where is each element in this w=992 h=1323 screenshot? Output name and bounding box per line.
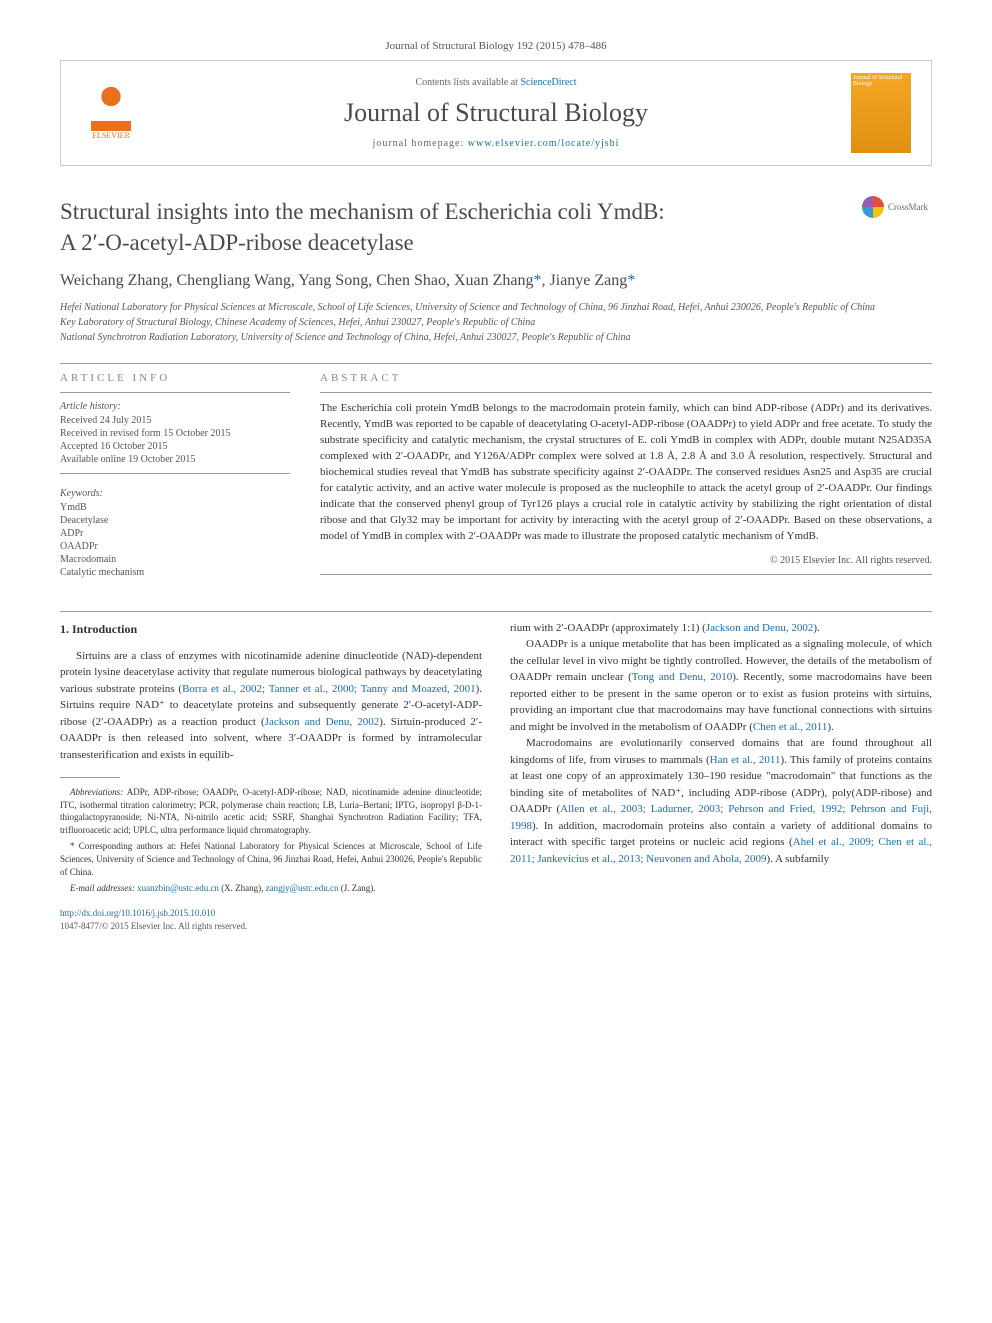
divider [60, 473, 290, 474]
divider [320, 392, 932, 393]
citation-link[interactable]: Jackson and Denu, 2002 [265, 716, 380, 728]
keyword: OAADPr [60, 541, 290, 552]
affiliation-item: National Synchrotron Radiation Laborator… [60, 330, 932, 345]
body-columns: 1. Introduction Sirtuins are a class of … [60, 620, 932, 934]
history-item: Accepted 16 October 2015 [60, 441, 290, 452]
right-column: rium with 2′-OAADPr (approximately 1:1) … [510, 620, 932, 934]
elsevier-logo[interactable]: ELSEVIER [81, 78, 141, 148]
abstract-copyright: © 2015 Elsevier Inc. All rights reserved… [320, 555, 932, 566]
citation-link[interactable]: Chen et al., 2011 [753, 721, 827, 733]
title-line-2: A 2′-O-acetyl-ADP-ribose deacetylase [60, 230, 414, 255]
article-info-column: ARTICLE INFO Article history: Received 2… [60, 372, 290, 582]
authors-sep: , Jianye Zang [542, 272, 628, 289]
corresponding-mark-1: * [534, 272, 542, 289]
email-link[interactable]: zangjy@ustc.edu.cn [266, 883, 339, 893]
journal-reference: Journal of Structural Biology 192 (2015)… [60, 40, 932, 52]
affiliations: Hefei National Laboratory for Physical S… [60, 300, 932, 345]
keyword: ADPr [60, 528, 290, 539]
footnote-separator [60, 777, 120, 778]
divider [60, 392, 290, 393]
journal-header: ELSEVIER Contents lists available at Sci… [60, 60, 932, 166]
sciencedirect-link[interactable]: ScienceDirect [520, 77, 576, 88]
authors-names: Weichang Zhang, Chengliang Wang, Yang So… [60, 272, 534, 289]
divider [320, 574, 932, 575]
history-item: Available online 19 October 2015 [60, 454, 290, 465]
footnote-email: E-mail addresses: xuanzbin@ustc.edu.cn (… [60, 882, 482, 895]
history-item: Received 24 July 2015 [60, 415, 290, 426]
homepage-prefix: journal homepage: [373, 138, 468, 149]
journal-cover-thumbnail: Journal of Structural Biology [851, 73, 911, 153]
doi-link[interactable]: http://dx.doi.org/10.1016/j.jsb.2015.10.… [60, 908, 215, 918]
corresponding-mark-2: * [627, 272, 635, 289]
keyword: YmdB [60, 502, 290, 513]
citation-link[interactable]: Tong and Denu, 2010 [632, 671, 733, 683]
crossmark-label: CrossMark [888, 202, 928, 212]
citation-link[interactable]: Jackson and Denu, 2002 [706, 622, 814, 634]
text-run: ). [827, 721, 833, 733]
title-line-1: Structural insights into the mechanism o… [60, 199, 665, 224]
paragraph: Macrodomains are evolutionarily conserve… [510, 735, 932, 867]
doi-block: http://dx.doi.org/10.1016/j.jsb.2015.10.… [60, 907, 482, 934]
divider [60, 611, 932, 612]
footnote-corresponding: * Corresponding authors at: Hefei Nation… [60, 840, 482, 878]
keywords-label: Keywords: [60, 488, 290, 499]
footnote-abbreviations: Abbreviations: ADPr, ADP-ribose; OAADPr,… [60, 786, 482, 836]
issn-copyright: 1047-8477/© 2015 Elsevier Inc. All right… [60, 921, 247, 931]
text-run: (J. Zang). [338, 883, 375, 893]
elsevier-tree-icon [91, 86, 131, 131]
contents-prefix: Contents lists available at [415, 77, 520, 88]
paragraph: Sirtuins are a class of enzymes with nic… [60, 648, 482, 764]
section-heading: 1. Introduction [60, 620, 482, 638]
keyword: Deacetylase [60, 515, 290, 526]
abstract-heading: ABSTRACT [320, 372, 932, 384]
affiliation-item: Key Laboratory of Structural Biology, Ch… [60, 315, 932, 330]
elsevier-label: ELSEVIER [92, 131, 130, 140]
history-label: Article history: [60, 401, 290, 412]
history-item: Received in revised form 15 October 2015 [60, 428, 290, 439]
header-center: Contents lists available at ScienceDirec… [141, 77, 851, 149]
divider [60, 363, 932, 364]
affiliation-item: Hefei National Laboratory for Physical S… [60, 300, 932, 315]
left-column: 1. Introduction Sirtuins are a class of … [60, 620, 482, 934]
email-link[interactable]: xuanzbin@ustc.edu.cn [137, 883, 219, 893]
article-info-heading: ARTICLE INFO [60, 372, 290, 384]
citation-link[interactable]: Borra et al., 2002; Tanner et al., 2000;… [182, 683, 475, 695]
footnotes: Abbreviations: ADPr, ADP-ribose; OAADPr,… [60, 786, 482, 895]
text-run: (X. Zhang), [219, 883, 266, 893]
paragraph: OAADPr is a unique metabolite that has b… [510, 636, 932, 735]
footnote-label: Abbreviations: [70, 787, 123, 797]
homepage-link[interactable]: www.elsevier.com/locate/yjsbi [468, 138, 620, 149]
crossmark-badge[interactable]: CrossMark [862, 196, 932, 218]
journal-homepage: journal homepage: www.elsevier.com/locat… [141, 138, 851, 149]
footnote-text: ADPr, ADP-ribose; OAADPr, O-acetyl-ADP-r… [60, 787, 482, 835]
journal-name: Journal of Structural Biology [141, 98, 851, 128]
text-run: rium with 2′-OAADPr (approximately 1:1) … [510, 622, 706, 634]
abstract-column: ABSTRACT The Escherichia coli protein Ym… [320, 372, 932, 582]
text-run: ). [813, 622, 819, 634]
keyword: Macrodomain [60, 554, 290, 565]
paragraph: rium with 2′-OAADPr (approximately 1:1) … [510, 620, 932, 637]
text-run: ). A subfamily [767, 853, 830, 865]
article-title: Structural insights into the mechanism o… [60, 196, 862, 258]
keyword: Catalytic mechanism [60, 567, 290, 578]
author-list: Weichang Zhang, Chengliang Wang, Yang So… [60, 272, 932, 290]
footnote-label: E-mail addresses: [70, 883, 135, 893]
citation-link[interactable]: Han et al., 2011 [710, 754, 781, 766]
cover-label: Journal of Structural Biology [853, 75, 902, 87]
crossmark-icon [862, 196, 884, 218]
abstract-text: The Escherichia coli protein YmdB belong… [320, 401, 932, 544]
contents-available: Contents lists available at ScienceDirec… [141, 77, 851, 88]
